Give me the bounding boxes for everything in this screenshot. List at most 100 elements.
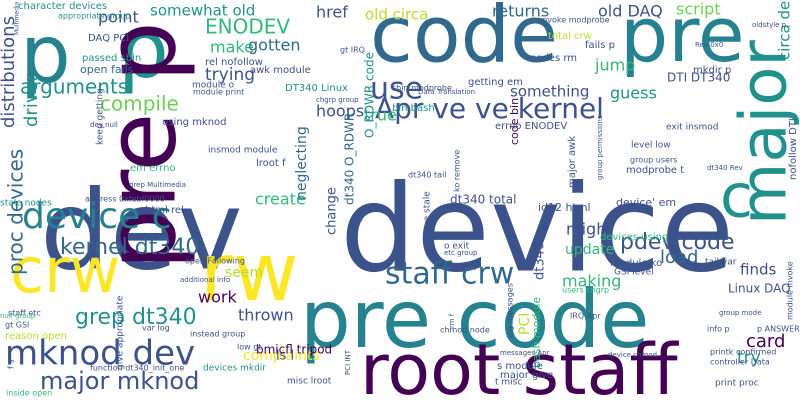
word-cloud-term: inside open	[6, 389, 52, 398]
word-cloud-term: fails p	[585, 40, 615, 51]
word-cloud-term: GSI level	[614, 268, 654, 278]
word-cloud-term: dev	[40, 166, 243, 294]
word-cloud-term: change	[325, 187, 340, 235]
word-cloud-term: group mode	[719, 309, 761, 317]
word-cloud-term: pdev code	[620, 230, 735, 255]
word-cloud-term: pre p	[85, 21, 197, 270]
word-cloud-term: PCI	[517, 313, 533, 335]
word-cloud-term: open Following	[185, 257, 245, 266]
word-cloud-term: grep Multimedia	[129, 181, 186, 189]
word-cloud-term: total crw	[548, 31, 592, 42]
word-cloud-term: kernel dt340	[60, 235, 199, 260]
word-cloud-term: modprobe t	[626, 165, 684, 176]
word-cloud-term: appropriate group	[58, 12, 130, 21]
word-cloud-term: driver	[21, 73, 42, 127]
word-cloud-term: grep dt340	[75, 305, 197, 330]
word-cloud-term: making	[562, 272, 621, 291]
word-cloud-term: html rel	[145, 205, 184, 216]
word-cloud-term: dt340	[533, 242, 548, 280]
word-cloud-term: device' em	[616, 196, 676, 209]
word-cloud-term: p ANSWER	[757, 325, 800, 334]
word-cloud-term: major	[728, 40, 800, 226]
word-cloud-term: function dt340_init_one	[90, 364, 184, 373]
word-cloud-term: nodes rm	[530, 53, 577, 64]
word-cloud-term: info p	[707, 325, 730, 334]
word-cloud-term: sbin modprobe	[392, 84, 452, 93]
word-cloud-term: Data Translation	[418, 88, 475, 96]
word-cloud-term: complaints	[243, 348, 320, 364]
word-cloud-term: devices using	[600, 232, 668, 243]
word-cloud-term: code bin	[508, 98, 521, 145]
word-cloud-term: staff crw	[385, 257, 514, 292]
word-cloud-term: dt340 total	[450, 193, 516, 207]
word-cloud-term: O_RDWR code	[363, 52, 377, 138]
word-cloud-term: old circa	[365, 6, 428, 24]
word-cloud-term: trying	[205, 65, 255, 85]
word-cloud-term: exit insmod	[666, 123, 718, 133]
word-cloud-term: ko remove	[453, 150, 462, 192]
word-cloud-term: bin bash	[392, 103, 435, 114]
word-cloud-term: major mknod	[40, 367, 199, 395]
word-cloud-term: device c	[22, 196, 171, 237]
word-cloud-term: crw	[10, 234, 120, 307]
word-cloud-term: pre	[620, 0, 745, 79]
word-cloud-term: gt GSI	[5, 321, 29, 330]
word-cloud-term: bmicfl tripod	[256, 343, 332, 357]
word-cloud-term: chgrp group	[316, 96, 359, 104]
word-cloud-term: chmod node	[440, 326, 490, 335]
word-cloud-term: PCI INT	[344, 349, 352, 375]
word-cloud-term: give appropriate	[116, 295, 126, 370]
word-cloud-term: pre code	[300, 273, 650, 366]
word-cloud-term: neglecting	[294, 126, 310, 200]
word-cloud-term: stale nodes	[0, 199, 52, 209]
word-cloud-term: dt340 tail	[408, 171, 447, 180]
word-cloud-term: href	[316, 3, 348, 22]
word-cloud-term: etc group	[444, 249, 478, 257]
word-cloud-term: Linux DAQ	[728, 282, 791, 296]
word-cloud-term: level low	[631, 141, 671, 151]
word-cloud-term: try	[737, 348, 761, 368]
word-cloud-term: module o	[192, 81, 235, 91]
word-cloud-term: print proc	[715, 379, 759, 389]
word-cloud-term: distributions	[0, 16, 19, 128]
word-cloud-term: circa device	[776, 0, 794, 60]
word-cloud-term: log messages	[506, 283, 515, 338]
word-cloud-term: t misc	[495, 378, 522, 388]
word-cloud-term: point	[98, 8, 139, 27]
word-cloud-term: Rev 0x0	[695, 41, 723, 49]
word-cloud-term: root staff	[360, 329, 679, 400]
word-cloud-term: insmod module	[208, 146, 278, 156]
word-cloud-term: oldstyle p	[752, 21, 787, 29]
word-cloud-term: create	[255, 190, 306, 209]
word-cloud-term: device	[340, 161, 734, 300]
word-cloud-term: module print	[193, 88, 244, 97]
word-cloud-term: remove stale	[423, 191, 433, 250]
word-cloud-term: guess	[610, 84, 657, 103]
word-cloud-term: might	[566, 220, 613, 239]
word-cloud-term: c	[720, 162, 753, 232]
word-cloud-term: instead group	[190, 330, 245, 339]
word-cloud-term: script	[676, 0, 721, 19]
word-cloud-term: errno ENODEV	[495, 121, 567, 132]
word-cloud-term: dev null	[90, 121, 118, 129]
word-cloud-term: IRQ Apr	[570, 312, 601, 321]
word-cloud-term: work	[198, 288, 237, 307]
word-cloud-term: jump	[594, 56, 635, 75]
word-cloud-term: module invoke	[786, 261, 795, 320]
word-cloud-term: make	[210, 38, 254, 57]
word-cloud-term: proc devices	[4, 149, 28, 275]
word-cloud-term: passed sbin	[82, 53, 141, 64]
word-cloud-term: using mknod	[162, 117, 227, 128]
word-cloud-term: misc lroot	[287, 377, 332, 387]
word-cloud-term: arguments	[20, 75, 128, 99]
word-cloud-term: getting em	[468, 77, 523, 88]
word-cloud-term: card	[746, 331, 785, 352]
word-cloud-term: staff etc	[8, 309, 41, 318]
word-cloud-term: use	[370, 72, 423, 107]
word-cloud-term: Multimedia controller	[14, 0, 21, 35]
word-cloud-term: em errno	[130, 163, 176, 174]
word-cloud-term: DAQ PCI	[88, 33, 129, 44]
word-cloud-term: keep getting	[96, 88, 106, 145]
word-cloud-term: lroot f	[256, 158, 286, 169]
word-cloud-term: something	[510, 83, 589, 101]
